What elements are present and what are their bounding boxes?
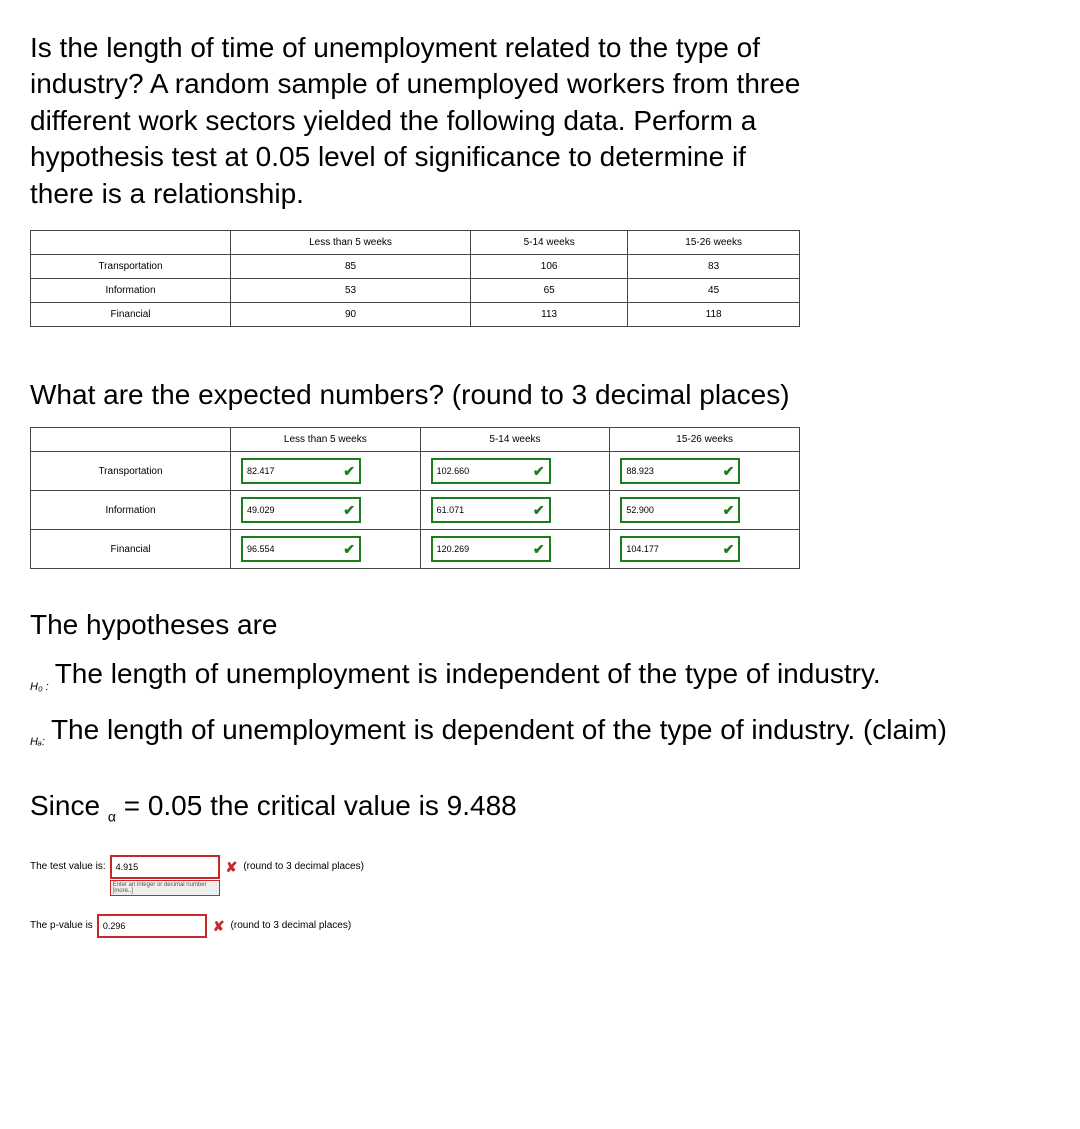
row-label: Financial: [31, 530, 231, 569]
row-label: Transportation: [31, 452, 231, 491]
check-icon: ✔: [343, 463, 359, 480]
exp-hdr-blank: [31, 428, 231, 452]
answer-input[interactable]: 61.071✔: [431, 497, 551, 523]
ha-symbol: Hₐ:: [30, 736, 45, 748]
check-icon: ✔: [533, 502, 549, 519]
check-icon: ✔: [533, 541, 549, 558]
expected-table: Less than 5 weeks 5-14 weeks 15-26 weeks…: [30, 427, 800, 569]
p-value-input[interactable]: 0.296: [97, 914, 207, 938]
input-hint: Enter an integer or decimal number [more…: [110, 880, 220, 896]
check-icon: ✔: [533, 463, 549, 480]
answer-input[interactable]: 104.177✔: [620, 536, 740, 562]
obs-hdr-col2: 5-14 weeks: [471, 230, 628, 254]
obs-hdr-blank: [31, 230, 231, 254]
answer-input[interactable]: 88.923✔: [620, 458, 740, 484]
check-icon: ✔: [343, 541, 359, 558]
round-note: (round to 3 decimal places): [231, 914, 352, 931]
row-label: Information: [31, 278, 231, 302]
test-value-input[interactable]: 4.915: [110, 855, 220, 879]
question-text: Is the length of time of unemployment re…: [30, 30, 810, 212]
exp-hdr-col3: 15-26 weeks: [610, 428, 800, 452]
obs-hdr-col3: 15-26 weeks: [628, 230, 800, 254]
cell: 113: [471, 302, 628, 326]
answer-input[interactable]: 102.660✔: [431, 458, 551, 484]
x-icon: ✘: [226, 855, 238, 876]
table-row: Financial 90 113 118: [31, 302, 800, 326]
null-hypothesis: H₀ :The length of unemployment is indepe…: [30, 655, 1050, 694]
table-row: Financial 96.554✔ 120.269✔ 104.177✔: [31, 530, 800, 569]
test-value-row: The test value is: 4.915 Enter an intege…: [30, 855, 1050, 896]
p-value-row: The p-value is 0.296 ✘ (round to 3 decim…: [30, 914, 1050, 938]
answer-input[interactable]: 120.269✔: [431, 536, 551, 562]
check-icon: ✔: [343, 502, 359, 519]
cell: 45: [628, 278, 800, 302]
expected-question: What are the expected numbers? (round to…: [30, 377, 1050, 413]
alt-hypothesis: Hₐ:The length of unemployment is depende…: [30, 711, 1050, 750]
table-row: Transportation 85 106 83: [31, 254, 800, 278]
observed-table: Less than 5 weeks 5-14 weeks 15-26 weeks…: [30, 230, 800, 327]
table-row: Information 53 65 45: [31, 278, 800, 302]
check-icon: ✔: [723, 502, 739, 519]
row-label: Transportation: [31, 254, 231, 278]
h0-symbol: H₀ :: [30, 681, 49, 693]
hypotheses-title: The hypotheses are: [30, 609, 1050, 641]
round-note: (round to 3 decimal places): [243, 855, 364, 872]
critical-value-line: Since α = 0.05 the critical value is 9.4…: [30, 790, 1050, 825]
cell: 53: [231, 278, 471, 302]
table-row: Transportation 82.417✔ 102.660✔ 88.923✔: [31, 452, 800, 491]
obs-hdr-col1: Less than 5 weeks: [231, 230, 471, 254]
exp-hdr-col2: 5-14 weeks: [420, 428, 610, 452]
cell: 90: [231, 302, 471, 326]
cell: 106: [471, 254, 628, 278]
cell: 118: [628, 302, 800, 326]
cell: 83: [628, 254, 800, 278]
p-value-label: The p-value is: [30, 914, 93, 931]
answer-input[interactable]: 96.554✔: [241, 536, 361, 562]
answer-input[interactable]: 82.417✔: [241, 458, 361, 484]
cell: 65: [471, 278, 628, 302]
check-icon: ✔: [723, 541, 739, 558]
row-label: Information: [31, 491, 231, 530]
x-icon: ✘: [213, 914, 225, 935]
row-label: Financial: [31, 302, 231, 326]
table-row: Information 49.029✔ 61.071✔ 52.900✔: [31, 491, 800, 530]
check-icon: ✔: [723, 463, 739, 480]
exp-hdr-col1: Less than 5 weeks: [231, 428, 421, 452]
test-value-label: The test value is:: [30, 855, 106, 872]
answer-input[interactable]: 49.029✔: [241, 497, 361, 523]
answer-input[interactable]: 52.900✔: [620, 497, 740, 523]
cell: 85: [231, 254, 471, 278]
